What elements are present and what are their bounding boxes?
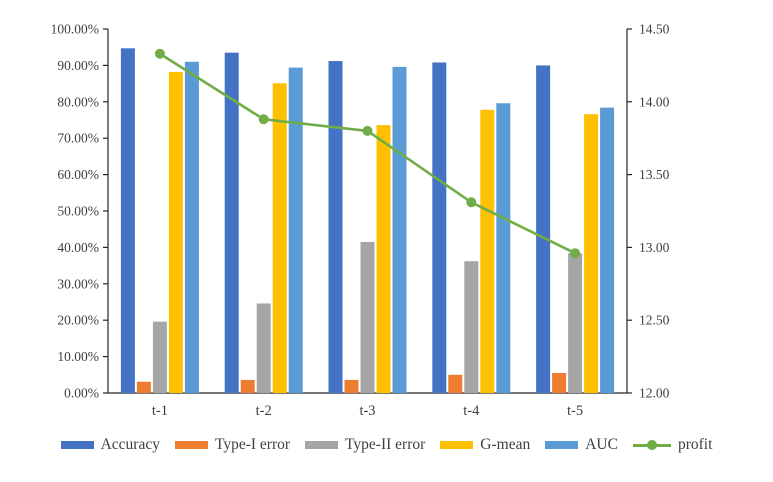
bar-type-ii-error-t-5 <box>568 253 583 393</box>
legend-label-profit: profit <box>677 436 713 453</box>
left-axis-tick-label: 70.00% <box>57 131 99 146</box>
bar-type-i-error-t-1 <box>136 381 151 393</box>
bar-auc-t-5 <box>600 107 615 394</box>
legend-swatch-accuracy <box>60 441 94 449</box>
bar-type-i-error-t-4 <box>448 374 463 393</box>
bar-type-ii-error-t-1 <box>152 321 167 393</box>
right-axis-tick-label: 13.00 <box>639 240 670 255</box>
bar-g-mean-t-5 <box>584 114 599 394</box>
bar-type-i-error-t-5 <box>552 372 567 393</box>
bar-type-i-error-t-2 <box>240 379 255 393</box>
legend-line-marker-profit <box>632 440 671 450</box>
legend-label-type-ii-error: Type-II error <box>345 436 426 453</box>
legend-label-accuracy: Accuracy <box>100 436 160 453</box>
bar-auc-t-3 <box>392 66 407 393</box>
left-axis-tick-label: 10.00% <box>57 349 99 364</box>
right-axis-tick-label: 13.50 <box>639 167 670 182</box>
right-axis-tick-label: 12.50 <box>639 313 670 328</box>
bar-type-ii-error-t-2 <box>256 303 271 393</box>
bar-auc-t-1 <box>184 61 199 393</box>
plot-area: 0.00% 10.00% 20.00% 30.00% 40.00% 50.00% 60.00… <box>51 22 670 420</box>
bar-accuracy-t-2 <box>224 52 239 393</box>
legend-label-g-mean: G-mean <box>480 436 531 453</box>
left-axis-tick-label: 90.00% <box>57 58 99 73</box>
left-axis-tick-label: 50.00% <box>57 204 99 219</box>
bar-accuracy-t-4 <box>432 62 447 393</box>
category-label-t-1: t-1 <box>152 403 168 419</box>
left-axis-tick-label: 20.00% <box>57 313 99 328</box>
bar-accuracy-t-5 <box>536 65 551 394</box>
bar-g-mean-t-4 <box>480 109 495 394</box>
bar-g-mean-t-2 <box>272 83 287 394</box>
legend-item-type-i-error: Type-I error <box>174 436 291 454</box>
legend-label-type-i-error: Type-I error <box>214 436 291 453</box>
bar-type-ii-error-t-4 <box>464 261 479 393</box>
category-label-t-4: t-4 <box>463 403 480 419</box>
legend-swatch-auc <box>545 441 579 449</box>
legend-swatch-g-mean <box>440 441 474 449</box>
left-axis-tick-label: 60.00% <box>57 167 99 182</box>
bar-accuracy-t-3 <box>328 61 343 393</box>
left-axis-tick-label: 80.00% <box>57 94 99 109</box>
bar-type-ii-error-t-3 <box>360 241 375 393</box>
bar-accuracy-t-1 <box>120 48 135 394</box>
bar-g-mean-t-1 <box>168 71 183 394</box>
chart-legend: Accuracy Type-I error Type-II error G-mean A… <box>0 436 773 454</box>
marker-profit-t-2 <box>258 114 269 125</box>
bar-type-i-error-t-3 <box>344 379 359 393</box>
right-axis-tick-label: 14.50 <box>639 22 670 37</box>
legend-item-accuracy: Accuracy <box>60 436 160 454</box>
category-label-t-2: t-2 <box>256 403 272 419</box>
marker-profit-t-5 <box>570 248 581 259</box>
left-axis-tick-label: 30.00% <box>57 276 99 291</box>
category-label-t-3: t-3 <box>359 403 375 419</box>
bar-g-mean-t-3 <box>376 125 391 393</box>
line-profit <box>159 52 576 255</box>
legend-item-type-ii-error: Type-II error <box>305 436 425 454</box>
bar-auc-t-2 <box>288 67 303 394</box>
legend-item-profit: profit <box>632 436 713 454</box>
legend-item-auc: AUC <box>545 436 618 454</box>
left-axis-tick-label: 100.00% <box>51 22 99 37</box>
left-axis-tick-label: 40.00% <box>57 240 99 255</box>
left-axis-tick-label: 0.00% <box>64 386 99 401</box>
legend-label-auc: AUC <box>585 436 618 453</box>
legend-swatch-type-ii-error <box>305 441 339 449</box>
right-axis-tick-label: 14.00 <box>639 94 670 109</box>
legend-dot-icon <box>646 440 657 450</box>
marker-profit-t-1 <box>154 48 165 59</box>
chart-svg: 0.00% 10.00% 20.00% 30.00% 40.00% 50.00% 60.00… <box>51 22 670 420</box>
marker-profit-t-4 <box>466 197 477 208</box>
bar-auc-t-4 <box>496 103 511 394</box>
legend-swatch-type-i-error <box>174 441 208 449</box>
category-label-t-5: t-5 <box>567 403 583 419</box>
marker-profit-t-3 <box>362 125 373 136</box>
right-axis-tick-label: 12.00 <box>639 386 670 401</box>
legend-item-g-mean: G-mean <box>440 436 530 454</box>
